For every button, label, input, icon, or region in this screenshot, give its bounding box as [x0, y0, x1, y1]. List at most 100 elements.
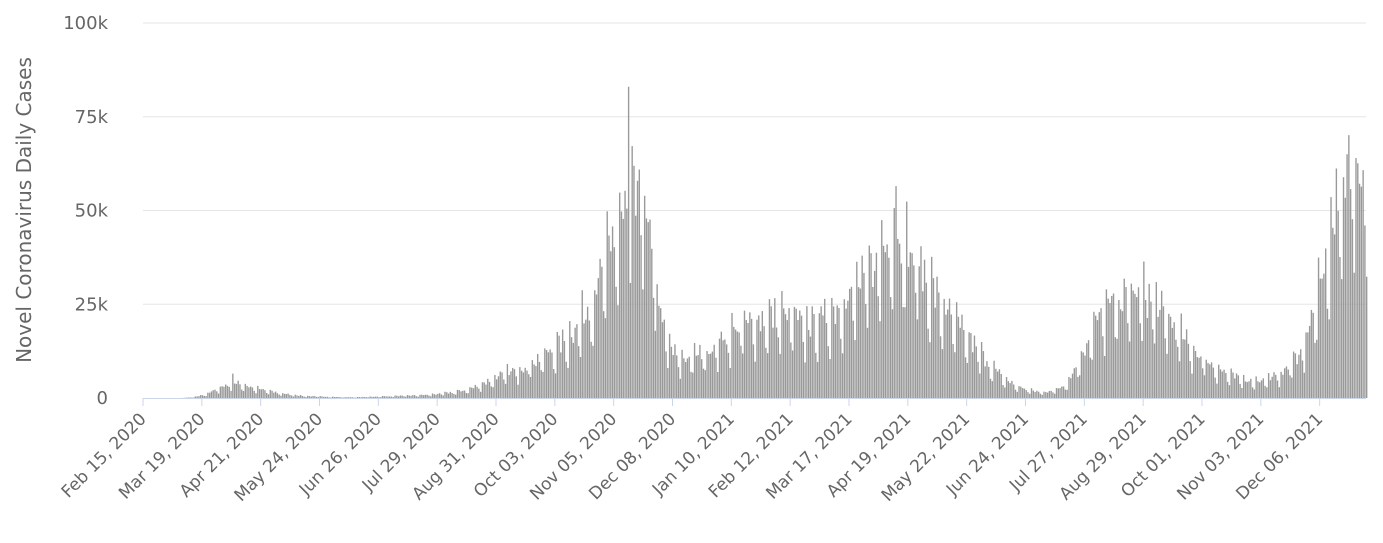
bar [770, 306, 772, 398]
bar [330, 397, 332, 398]
bar [1150, 301, 1152, 398]
bar [763, 326, 765, 398]
bar [1319, 278, 1322, 398]
bar [1257, 381, 1259, 398]
bar [779, 353, 781, 398]
bar [831, 297, 833, 398]
bar [1194, 350, 1197, 398]
bar [861, 255, 863, 398]
bar [947, 309, 949, 398]
bar [233, 383, 236, 398]
bar [492, 387, 494, 398]
bar [1285, 366, 1288, 398]
bar [1004, 387, 1006, 398]
bar [972, 352, 974, 398]
bar [1023, 388, 1026, 398]
bar [458, 390, 460, 398]
bar [1360, 186, 1363, 398]
bar [1287, 369, 1289, 398]
bar [852, 320, 854, 398]
bar [196, 396, 198, 398]
bar [679, 378, 681, 398]
bar [1141, 340, 1143, 398]
bar [380, 397, 382, 398]
bar [323, 396, 325, 398]
bar [565, 361, 567, 398]
bar [246, 385, 248, 398]
bar [879, 321, 881, 398]
bar [897, 238, 899, 398]
bar [280, 395, 282, 398]
bar [1125, 287, 1127, 398]
bar [857, 287, 860, 398]
bar [601, 266, 603, 398]
bar [1143, 261, 1145, 398]
bar [784, 314, 787, 398]
bar [991, 381, 993, 398]
bar [711, 351, 714, 398]
bar [1262, 378, 1264, 398]
bar [340, 397, 343, 398]
bar [815, 352, 817, 398]
bar [1255, 376, 1257, 398]
bar [531, 360, 534, 398]
bar [221, 386, 223, 398]
bar [1358, 183, 1361, 398]
bar [371, 396, 373, 398]
bar [1132, 290, 1134, 398]
bar-series [182, 86, 1368, 399]
bar [526, 370, 528, 398]
bar [1335, 168, 1338, 398]
bar [271, 390, 273, 398]
bar [813, 313, 815, 398]
bar [827, 346, 829, 398]
bar [187, 397, 189, 398]
bar [1034, 391, 1036, 398]
bar [882, 245, 885, 398]
bar [189, 397, 191, 398]
bar [1171, 327, 1174, 398]
bar [597, 278, 599, 398]
bar [988, 366, 990, 398]
bar [1070, 378, 1072, 398]
bar [1226, 381, 1229, 398]
bar [1032, 390, 1034, 398]
bar [1292, 351, 1295, 398]
bar [248, 387, 250, 398]
bar [563, 341, 566, 398]
bar [1282, 374, 1284, 398]
bar [390, 396, 393, 398]
bar [194, 396, 197, 398]
bar [1078, 375, 1081, 398]
bar [643, 195, 646, 398]
bar [788, 308, 790, 398]
bar [501, 372, 503, 398]
bar [1269, 380, 1272, 398]
bar [1305, 332, 1307, 398]
bar [208, 392, 211, 398]
bar [704, 370, 706, 398]
bar [881, 220, 883, 398]
bar [1198, 357, 1200, 398]
bar [677, 367, 680, 398]
bar [374, 396, 377, 398]
bar [631, 146, 633, 398]
bar [303, 396, 305, 398]
bar [1166, 353, 1168, 398]
bar [766, 353, 769, 398]
bar [1062, 386, 1065, 398]
bar [237, 380, 239, 398]
bar [599, 258, 601, 398]
bar [324, 396, 327, 398]
bar [758, 315, 760, 398]
bar [1323, 273, 1325, 398]
bar [465, 393, 468, 398]
bar [790, 342, 792, 398]
bar [795, 308, 797, 398]
bar [360, 397, 362, 398]
bar [428, 395, 430, 398]
bar [738, 332, 740, 398]
bar [1000, 373, 1002, 398]
bar [515, 376, 517, 398]
bar [841, 353, 844, 398]
